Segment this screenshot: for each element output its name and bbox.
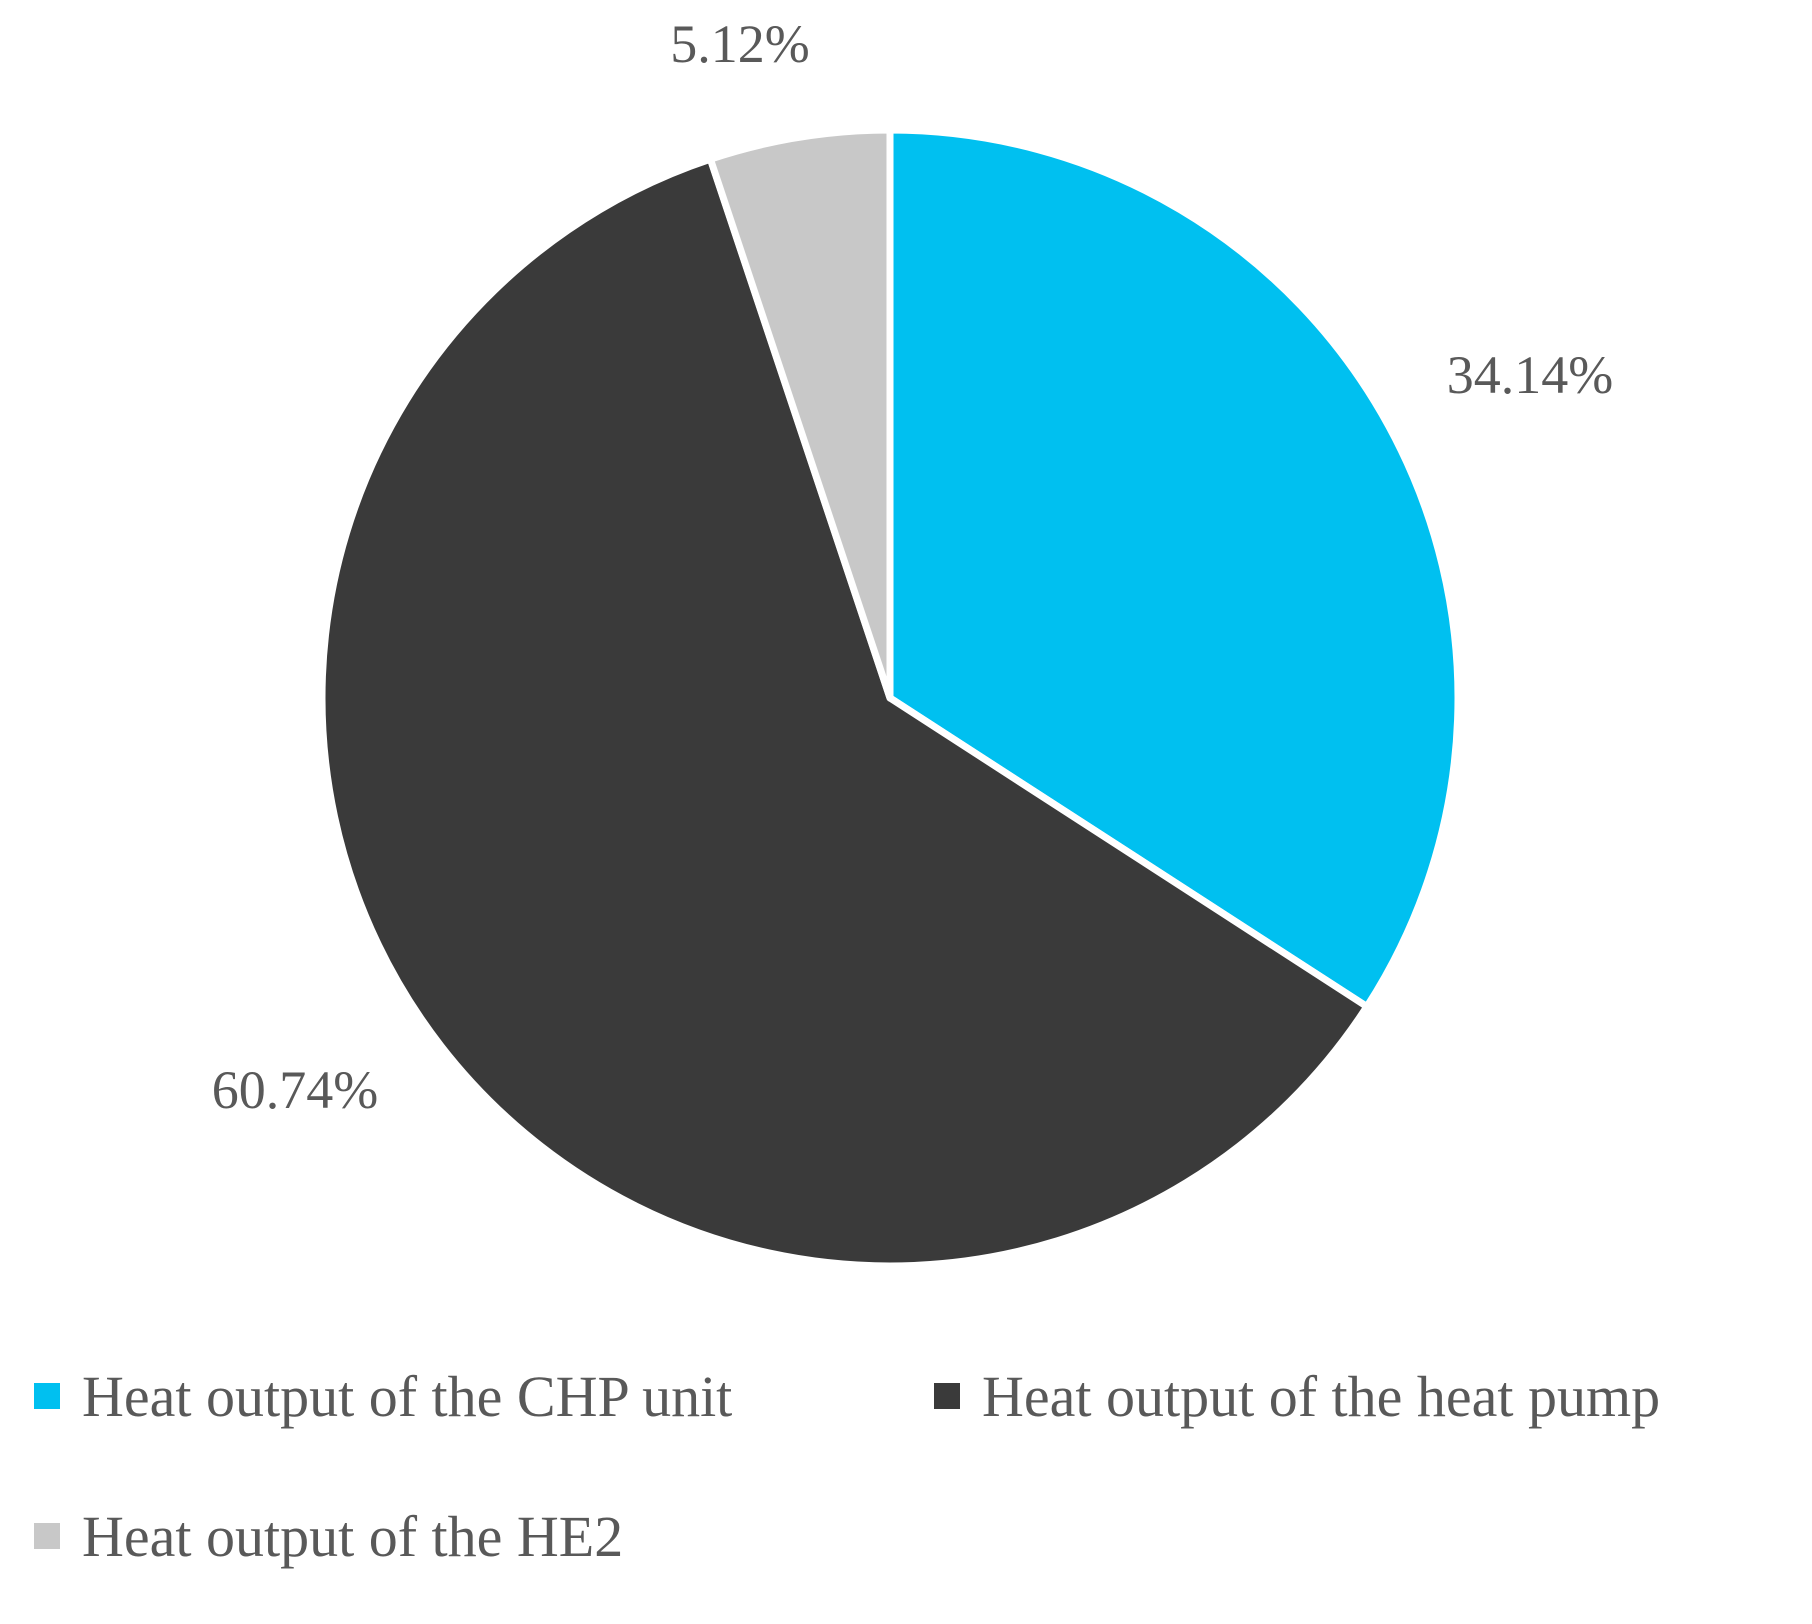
legend-swatch-he2 xyxy=(34,1523,60,1549)
data-label-chp-unit: 34.14% xyxy=(1447,345,1613,405)
pie-slice-heat-pump xyxy=(318,155,1371,1270)
legend-label-he2: Heat output of the HE2 xyxy=(82,1504,623,1569)
pie-slice-he2 xyxy=(706,126,894,702)
legend-swatch-heat-pump xyxy=(934,1383,960,1409)
data-label-heat-pump: 60.74% xyxy=(212,1060,378,1120)
legend: Heat output of the CHP unit Heat output … xyxy=(34,1364,1660,1569)
pie-slices xyxy=(318,126,1462,1270)
data-labels: 34.14% 60.74% 5.12% xyxy=(212,14,1613,1120)
data-label-he2: 5.12% xyxy=(670,14,809,74)
legend-label-heat-pump: Heat output of the heat pump xyxy=(982,1364,1660,1429)
legend-swatch-chp-unit xyxy=(34,1383,60,1409)
legend-label-chp-unit: Heat output of the CHP unit xyxy=(82,1364,732,1429)
